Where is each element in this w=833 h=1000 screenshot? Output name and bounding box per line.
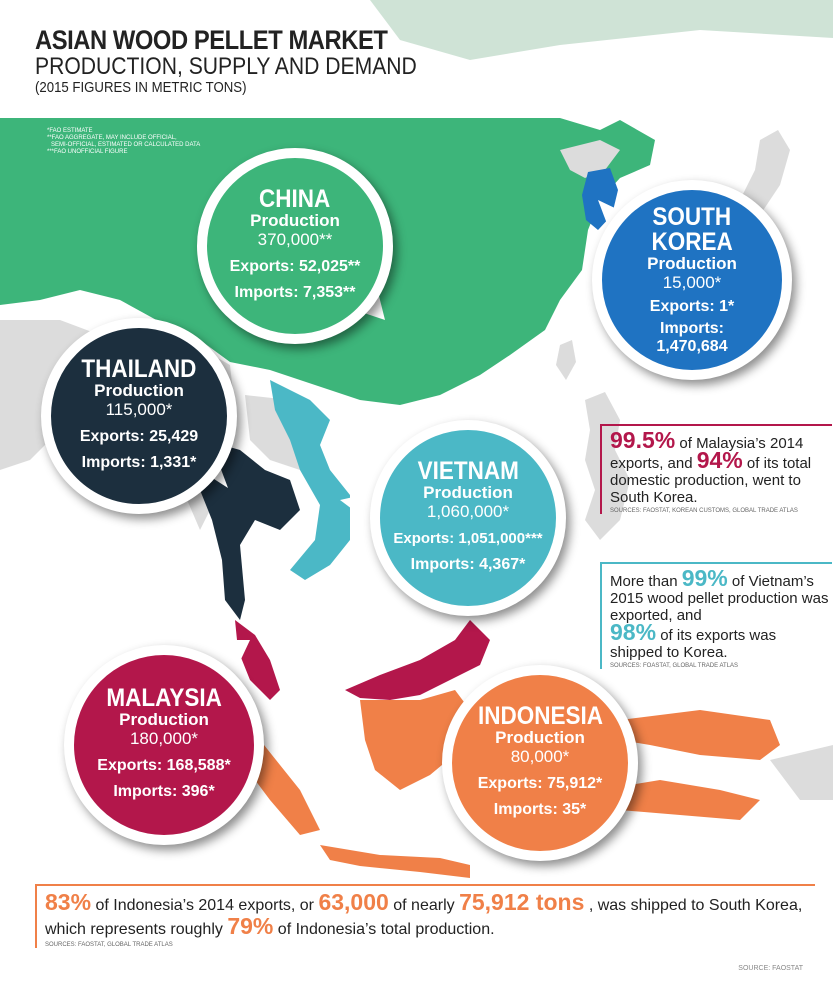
footnotes: *FAO ESTIMATE **FAO AGGREGATE, MAY INCLU… [47, 128, 200, 156]
thailand-production-label: Production [94, 380, 184, 400]
indonesia-name: INDONESIA [477, 701, 603, 730]
south-korea-production: 15,000* [662, 272, 722, 292]
vietnam-fact-pct1: 99% [681, 565, 728, 591]
vietnam-fact-text: More than 99% of Vietnam’s 2015 wood pel… [610, 567, 832, 662]
indonesia-fact-text: 83% of Indonesia’s 2014 exports, or 63,0… [45, 889, 815, 940]
indonesia-production: 80,000* [510, 746, 570, 766]
south-korea-name-line2: KOREA [651, 227, 733, 256]
figures-note: (2015 FIGURES IN METRIC TONS) [35, 79, 247, 96]
malaysia-production-label: Production [119, 709, 209, 729]
vietnam-imports: Imports: 4,367* [410, 555, 526, 573]
malaysia-exports: Exports: 168,588* [97, 756, 231, 774]
south-korea-production-label: Production [647, 253, 737, 273]
indonesia-fact-num2: 75,912 tons [459, 889, 585, 915]
malaysia-fact-text2: of its total domestic production, went t… [610, 455, 812, 506]
south-korea-exports: Exports: 1* [649, 297, 735, 315]
malaysia-production: 180,000* [129, 728, 199, 748]
indonesia-fact-pct2: 79% [227, 913, 274, 939]
thailand-production: 115,000* [105, 399, 173, 419]
south-korea-imports: 1,470,684 [656, 337, 728, 355]
footnote-aggregate-cont: SEMI-OFFICIAL, ESTIMATED OR CALCULATED D… [51, 142, 201, 148]
china-production: 370,000** [257, 229, 333, 249]
source-footer: SOURCE: FAOSTAT [738, 965, 803, 972]
vietnam-exports: Exports: 1,051,000*** [393, 529, 543, 547]
indonesia-fact-source: SOURCES: FAOSTAT, GLOBAL TRADE ATLAS [45, 942, 173, 948]
thailand-bubble: THAILAND Production 115,000* Exports: 25… [41, 318, 237, 514]
indonesia-production-label: Production [495, 727, 585, 747]
malaysia-fact-pct1: 99.5% [610, 427, 676, 453]
thailand-name: THAILAND [81, 354, 197, 383]
china-production-label: Production [250, 210, 340, 230]
vietnam-production: 1,060,000* [426, 501, 510, 521]
indonesia-fact-pct1: 83% [45, 889, 92, 915]
south-korea-imports-label: Imports: [660, 319, 724, 337]
malaysia-bubble-tail [222, 640, 250, 672]
title-block: ASIAN WOOD PELLET MARKET PRODUCTION, SUP… [35, 25, 469, 97]
vietnam-fact-text0: More than [610, 573, 682, 590]
indonesia-imports: Imports: 35* [493, 800, 587, 818]
indonesia-fact-text3: , was shipped to South Korea, [584, 897, 803, 914]
page-subtitle: PRODUCTION, SUPPLY AND DEMAND [35, 53, 417, 80]
malaysia-bubble: MALAYSIA Production 180,000* Exports: 16… [64, 645, 264, 845]
malaysia-fact-pct2: 94% [696, 447, 743, 473]
indonesia-bubble: INDONESIA Production 80,000* Exports: 75… [442, 665, 638, 861]
indonesia-fact-text5: of Indonesia’s total production. [273, 921, 495, 938]
png-land [770, 745, 833, 800]
indonesia-borneo-land [360, 690, 470, 790]
malaysia-fact-source: SOURCES: FAOSTAT, KOREAN CUSTOMS, GLOBAL… [610, 508, 798, 514]
vietnam-bubble: VIETNAM Production 1,060,000* Exports: 1… [370, 420, 566, 616]
malaysia-imports: Imports: 396* [113, 782, 215, 800]
malaysia-borneo-land [345, 620, 490, 700]
malaysia-fact-box: 99.5% of Malaysia’s 2014 exports, and 94… [600, 424, 832, 514]
vietnam-land [270, 380, 350, 580]
indonesia-fact-box: 83% of Indonesia’s 2014 exports, or 63,0… [35, 884, 815, 948]
china-exports: Exports: 52,025** [229, 257, 361, 275]
thailand-exports: Exports: 25,429 [79, 427, 199, 445]
taiwan-land [556, 340, 576, 380]
northern-region [370, 0, 833, 60]
malaysia-name: MALAYSIA [106, 683, 222, 712]
page-title: ASIAN WOOD PELLET MARKET [35, 25, 388, 55]
vietnam-fact-text1: of Vietnam’s 2015 wood pellet production… [610, 573, 829, 624]
south-korea-bubble: SOUTH KOREA Production 15,000* Exports: … [592, 180, 792, 380]
indonesia-fact-text4: which represents roughly [45, 921, 228, 938]
footnote-aggregate: **FAO AGGREGATE, MAY INCLUDE OFFICIAL, [47, 135, 177, 141]
south-korea-name-line1: SOUTH [652, 202, 732, 231]
indonesia-fact-num1: 63,000 [318, 889, 389, 915]
china-bubble: CHINA Production 370,000** Exports: 52,0… [197, 148, 393, 344]
footnote-unofficial: ***FAO UNOFFICIAL FIGURE [47, 149, 128, 155]
china-imports: Imports: 7,353** [234, 283, 356, 301]
indonesia-exports: Exports: 75,912* [477, 774, 603, 792]
indonesia-fact-text1: of Indonesia’s 2014 exports, or [91, 897, 319, 914]
vietnam-fact-source: SOURCES: FOASTAT, GLOBAL TRADE ATLAS [610, 663, 739, 669]
vietnam-name: VIETNAM [417, 456, 519, 485]
indonesia-java-land [320, 845, 470, 878]
malaysia-fact-text1: of Malaysia’s 2014 exports, and [610, 435, 804, 472]
footnote-estimate: *FAO ESTIMATE [47, 128, 93, 134]
thailand-imports: Imports: 1,331* [81, 453, 197, 471]
vietnam-fact-box: More than 99% of Vietnam’s 2015 wood pel… [600, 562, 832, 669]
china-name: CHINA [259, 184, 331, 213]
indonesia-fact-text2: of nearly [388, 897, 460, 914]
philippines-land [585, 392, 630, 540]
korea-north-land [560, 140, 620, 178]
indonesia-east-land [620, 710, 780, 760]
vietnam-production-label: Production [423, 482, 513, 502]
malaysia-fact-text: 99.5% of Malaysia’s 2014 exports, and 94… [610, 429, 832, 507]
vietnam-fact-text2: of its exports was shipped to Korea. [610, 627, 777, 661]
vietnam-fact-pct2: 98% [610, 619, 657, 645]
indonesia-islands-land [600, 780, 760, 820]
